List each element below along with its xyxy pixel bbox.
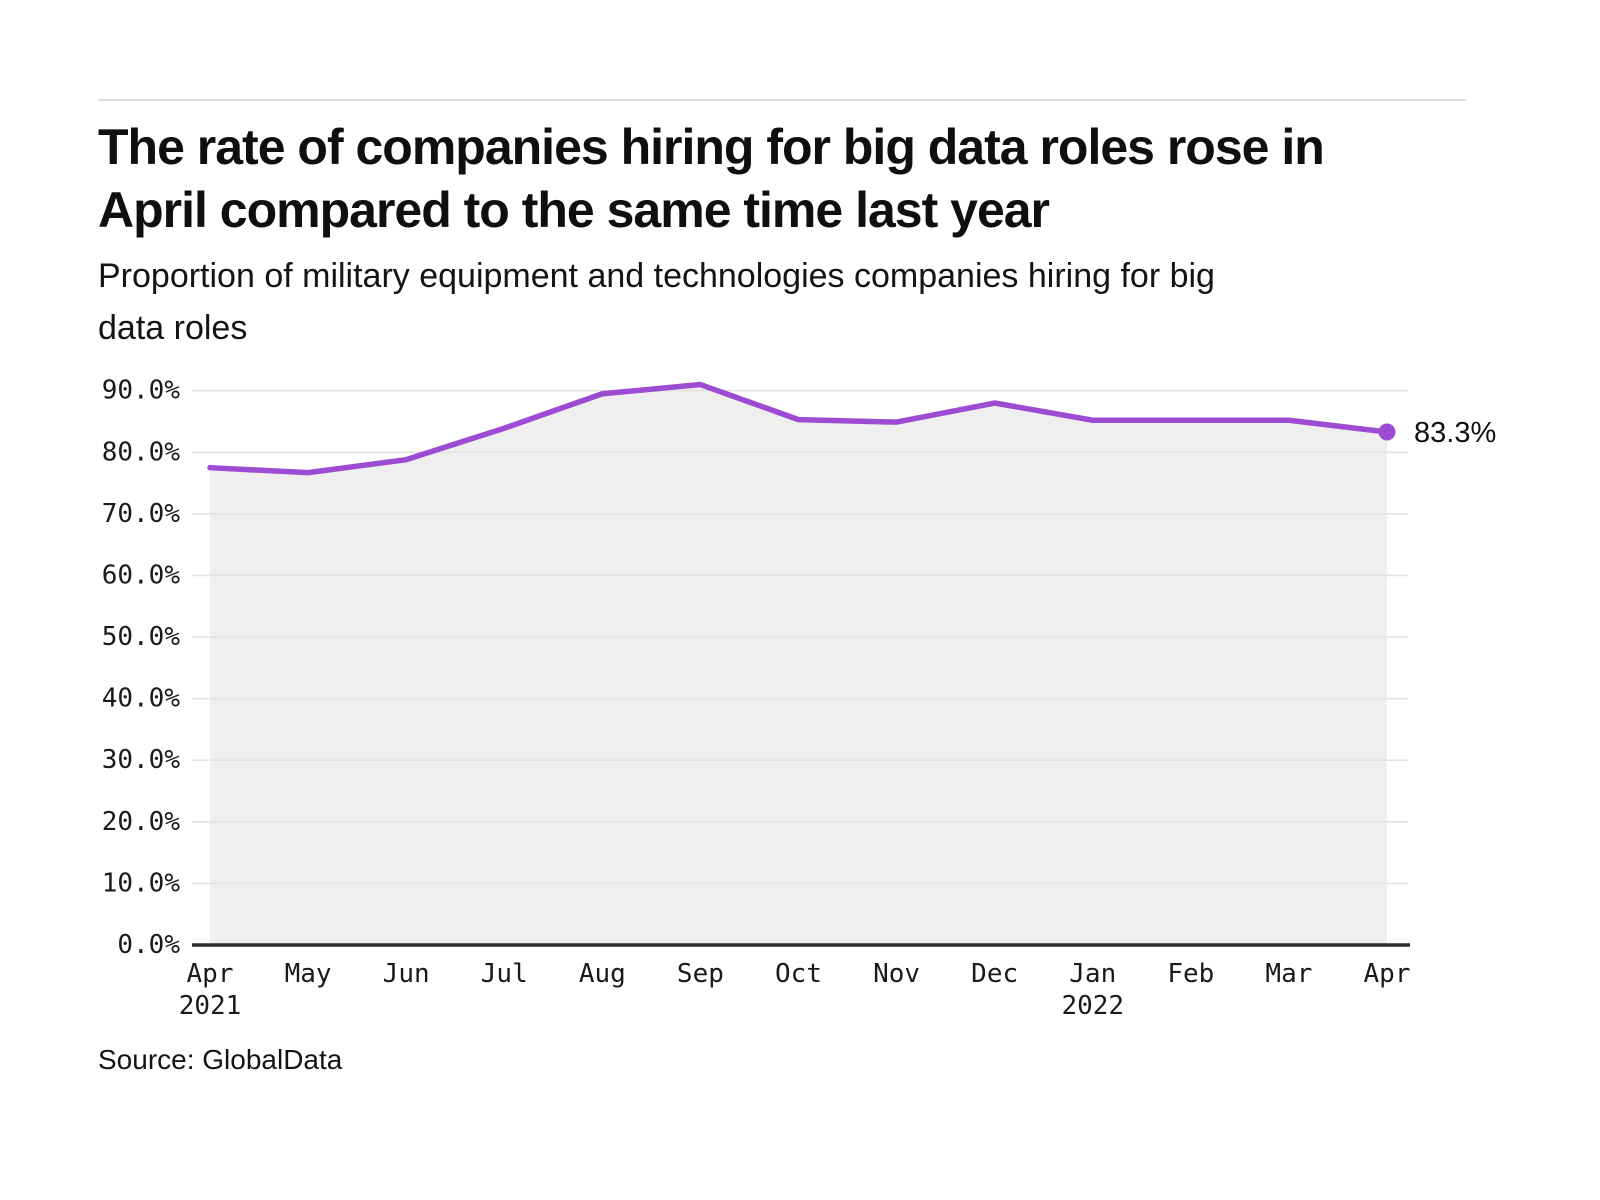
- x-axis-year-label: 2021: [179, 991, 242, 1020]
- end-point-marker: [1378, 423, 1396, 441]
- chart-subtitle-line-2: data roles: [98, 309, 248, 347]
- x-axis-tick-label: Apr: [187, 959, 234, 989]
- x-axis-year-label: 2022: [1061, 991, 1124, 1020]
- line-chart: 83.3% 0.0% 10.0% 20.0% 30.0% 40.0% 50.0% 60.0% 7…: [102, 376, 1497, 1020]
- data-line: [207, 381, 1390, 476]
- y-axis-tick-label: 20.0%: [102, 807, 181, 837]
- y-axis-tick-label: 60.0%: [102, 560, 181, 590]
- x-axis-tick-label: Oct: [775, 959, 822, 989]
- y-axis-tick-label: 40.0%: [102, 684, 181, 714]
- chart-subtitle-line-1: Proportion of military equipment and tec…: [98, 257, 1215, 295]
- top-divider: [98, 99, 1466, 101]
- y-axis-tick-label: 50.0%: [102, 622, 181, 652]
- y-axis-tick-label: 90.0%: [102, 376, 181, 406]
- x-axis-tick-label: Feb: [1167, 959, 1214, 989]
- y-axis-tick-label: 80.0%: [102, 437, 181, 467]
- x-axis-tick-label: Aug: [579, 959, 626, 989]
- x-axis-tick-label: Jan: [1069, 959, 1116, 989]
- chart-title-line-2: April compared to the same time last yea…: [98, 182, 1050, 238]
- x-axis-tick-label: Jun: [383, 959, 430, 989]
- chart-title: The rate of companies hiring for big dat…: [98, 116, 1518, 242]
- end-value-label: 83.3%: [1414, 417, 1496, 449]
- y-axis-tick-label: 30.0%: [102, 745, 181, 775]
- source-label: Source: GlobalData: [98, 1044, 343, 1075]
- chart-title-line-1: The rate of companies hiring for big dat…: [98, 119, 1325, 175]
- area-fill: [210, 384, 1387, 944]
- chart-subtitle: Proportion of military equipment and tec…: [98, 250, 1518, 354]
- y-axis-tick-label: 70.0%: [102, 499, 181, 529]
- x-axis-tick-label: Sep: [677, 959, 724, 989]
- y-axis-tick-label: 0.0%: [117, 930, 180, 960]
- y-axis-tick-label: 10.0%: [102, 868, 181, 898]
- x-axis-tick-label: Nov: [873, 959, 920, 989]
- x-axis-tick-label: Apr: [1364, 959, 1411, 989]
- x-axis-tick-label: Jul: [481, 959, 528, 989]
- x-axis-tick-label: Dec: [971, 959, 1018, 989]
- x-axis-tick-label: May: [285, 959, 332, 989]
- x-axis-tick-label: Mar: [1265, 959, 1312, 989]
